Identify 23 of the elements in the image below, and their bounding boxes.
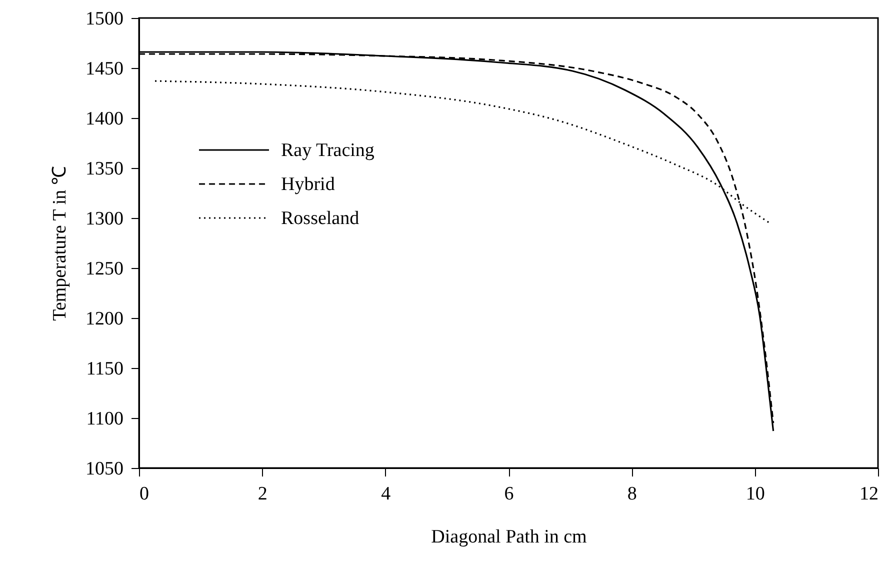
x-tick-label: 12 — [860, 484, 878, 504]
y-tick-label: 1500 — [86, 8, 124, 30]
y-tick-label: 1350 — [86, 158, 124, 180]
y-tick-label: 1050 — [86, 458, 124, 480]
x-tick-label: 6 — [504, 484, 514, 504]
y-axis-title: Temperature T in ℃ — [50, 166, 70, 321]
x-tick-label: 2 — [258, 484, 268, 504]
legend-label: Ray Tracing — [281, 140, 375, 161]
y-tick-label: 1400 — [86, 108, 124, 130]
y-tick-label: 1200 — [86, 308, 124, 330]
x-axis-title: Diagonal Path in cm — [431, 526, 588, 548]
line-series — [154, 80, 770, 224]
y-tick-label: 1450 — [86, 58, 124, 80]
y-tick-label: 1300 — [86, 208, 124, 230]
x-tick-label: 8 — [627, 484, 637, 504]
y-tick-label: 1150 — [86, 358, 124, 380]
y-tick-label: 1250 — [86, 258, 124, 280]
legend-label: Hybrid — [281, 174, 336, 195]
x-tick-label: 4 — [381, 484, 392, 504]
x-tick-label: 10 — [746, 484, 765, 504]
legend-label: Rosseland — [281, 208, 360, 229]
y-tick-label: 1100 — [86, 408, 124, 430]
x-tick-label: 0 — [140, 484, 149, 504]
